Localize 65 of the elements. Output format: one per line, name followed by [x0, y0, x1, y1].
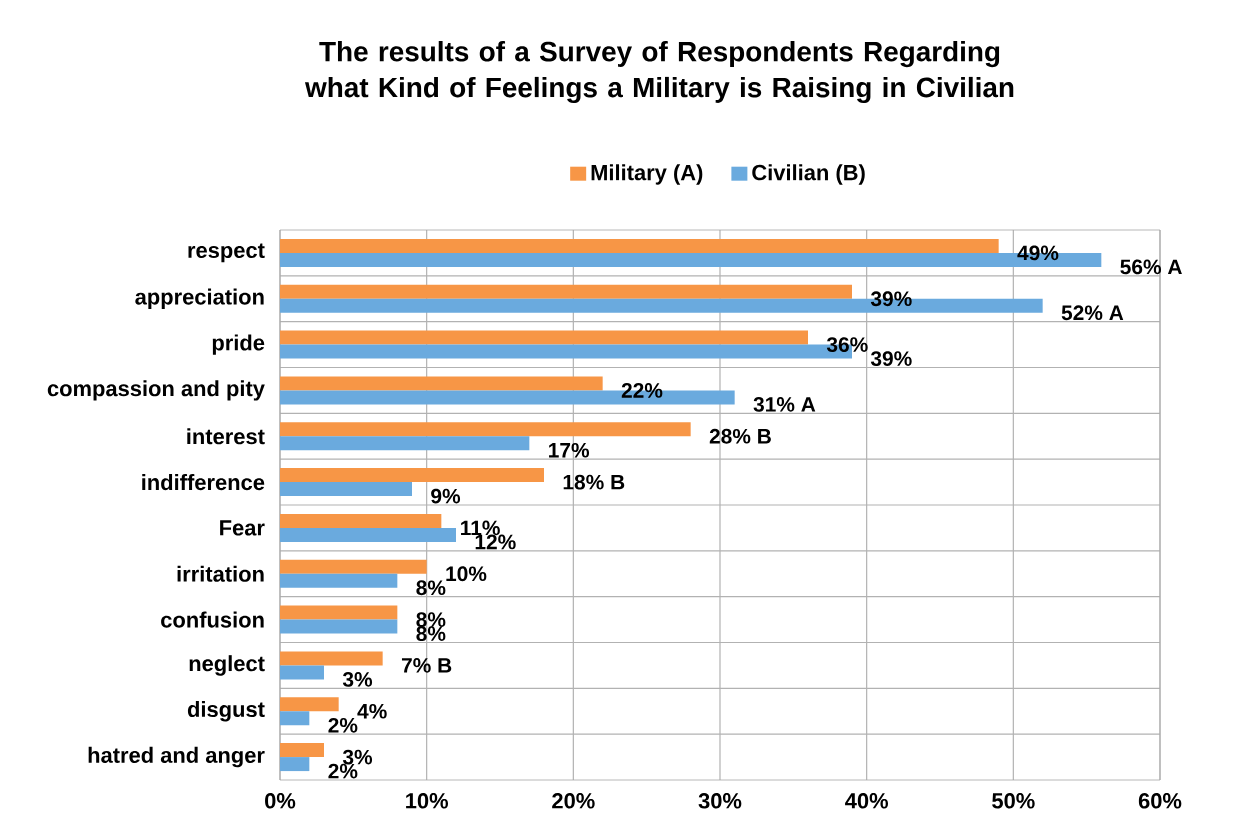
y-tick-label: interest: [187, 428, 265, 445]
bar: [280, 436, 530, 451]
y-tick-label: confusion: [161, 611, 264, 628]
data-label: 11%: [461, 520, 500, 536]
data-label: 8%: [416, 612, 446, 628]
data-label: 31% A: [753, 397, 816, 412]
legend-label: Military (A): [591, 164, 703, 185]
bar: [280, 619, 398, 634]
data-label: 56% A: [1120, 259, 1182, 275]
y-tick-label: disgust: [187, 701, 265, 722]
legend-label: Civilian (B): [752, 164, 865, 185]
x-tick-label: 10%: [406, 793, 449, 809]
bar: [280, 284, 852, 299]
bar: [280, 757, 310, 772]
data-label: 4%: [357, 703, 387, 719]
bar: [280, 376, 603, 391]
y-tick-label: irritation: [177, 565, 264, 582]
bar: [280, 651, 383, 666]
bar: [280, 513, 442, 528]
bar: [280, 711, 310, 726]
data-label: 22%: [621, 383, 663, 398]
y-tick-label: indifference: [142, 474, 265, 491]
data-label: 9%: [431, 488, 461, 504]
data-label: 28% B: [709, 428, 771, 444]
data-label: 2%: [328, 717, 358, 733]
bar: [280, 422, 691, 437]
x-tick-label: 20%: [552, 793, 595, 809]
bar: [280, 468, 544, 483]
bar: [280, 697, 339, 712]
bar: [280, 665, 324, 680]
bar: [280, 605, 398, 620]
bar: [280, 559, 427, 574]
bar: [280, 527, 456, 542]
data-label: 49%: [1017, 245, 1059, 261]
data-label: 3%: [342, 672, 373, 687]
y-tick-label: neglect: [189, 655, 265, 676]
data-label: 3%: [342, 749, 373, 765]
y-tick-label: hatred and anger: [88, 746, 265, 768]
data-label: 39%: [870, 291, 912, 307]
data-label: 52% A: [1061, 305, 1124, 321]
bar: [280, 238, 999, 253]
bar: [280, 482, 412, 497]
data-label: 8%: [416, 626, 446, 642]
bar: [280, 743, 324, 758]
y-tick-label: compassion and pity: [47, 380, 265, 401]
data-label: 39%: [870, 351, 912, 367]
y-tick-label: pride: [212, 334, 265, 355]
x-tick-label: 30%: [698, 793, 742, 809]
x-tick-label: 0%: [265, 793, 296, 809]
y-tick-label: respect: [188, 243, 265, 263]
y-tick-label: appreciation: [135, 288, 264, 309]
x-tick-label: 40%: [845, 793, 889, 809]
data-label: 2%: [328, 763, 358, 779]
chart-title: The results of a Survey of Respondents Regarding what Kind of Feelings a Military is Raising in Civilian: [304, 41, 1014, 104]
y-tick-label: Fear: [220, 520, 265, 536]
data-label: 10%: [446, 566, 487, 582]
bar: [280, 330, 808, 345]
bar: [280, 573, 398, 588]
data-label: 12%: [475, 534, 516, 550]
data-label: 8%: [416, 580, 446, 596]
x-tick-label: 60%: [1138, 793, 1182, 809]
data-label: 7% B: [401, 658, 452, 673]
data-label: 17%: [549, 442, 590, 458]
x-tick-label: 50%: [992, 793, 1035, 809]
data-label: 18% B: [563, 474, 625, 490]
